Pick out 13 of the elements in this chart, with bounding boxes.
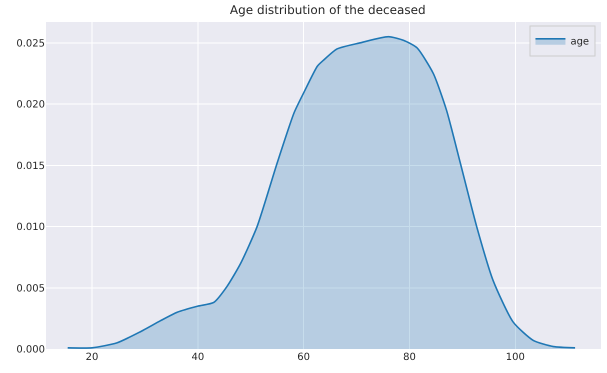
x-tick-label: 80: [403, 352, 416, 363]
x-tick-label: 40: [191, 352, 204, 363]
chart-title: Age distribution of the deceased: [230, 2, 426, 17]
y-tick-label: 0.000: [16, 344, 45, 356]
y-tick-label: 0.005: [16, 283, 45, 294]
y-tick-label: 0.010: [16, 222, 45, 234]
x-tick-label: 20: [86, 352, 98, 363]
legend-label: age: [570, 36, 590, 48]
x-tick-label: 100: [506, 352, 525, 363]
y-tick-label: 0.020: [16, 100, 45, 111]
y-tick-label: 0.025: [16, 38, 45, 50]
y-tick-label: 0.015: [16, 160, 45, 172]
x-tick-label: 60: [297, 352, 310, 363]
